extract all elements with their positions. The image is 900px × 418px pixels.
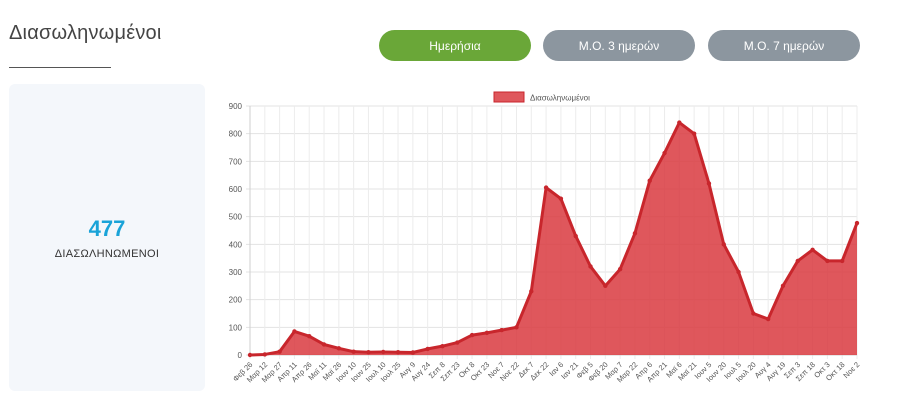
avg-7-days-button[interactable]: Μ.Ο. 7 ημερών (708, 30, 860, 61)
data-point (351, 349, 356, 354)
stat-card: 477 ΔΙΑΣΩΛΗΝΩΜΕΝΟΙ (9, 84, 205, 391)
title-underline (9, 67, 111, 68)
data-point (603, 283, 608, 289)
data-point (573, 233, 578, 239)
data-point (854, 220, 860, 226)
data-point (366, 350, 371, 355)
data-point (691, 131, 697, 136)
data-point (262, 352, 268, 357)
x-tick-label: Νοε 2 (841, 360, 861, 380)
data-point (839, 258, 845, 264)
data-point (514, 325, 519, 330)
data-point (292, 329, 297, 334)
data-point (336, 346, 342, 351)
data-point (677, 120, 682, 125)
series-line (249, 121, 859, 357)
y-tick-label: 0 (238, 351, 243, 360)
y-tick-label: 200 (229, 296, 243, 305)
data-point (588, 264, 593, 269)
daily-button[interactable]: Ημερήσια (379, 30, 531, 61)
data-point (277, 349, 282, 354)
data-point (751, 311, 756, 316)
data-point (395, 350, 401, 355)
data-point (440, 343, 445, 349)
data-point (484, 330, 490, 336)
y-tick-label: 600 (229, 185, 243, 194)
data-point (558, 196, 564, 201)
data-point (247, 352, 253, 358)
data-point (617, 267, 623, 272)
data-point (795, 258, 800, 264)
data-point (455, 340, 460, 345)
y-tick-label: 100 (229, 323, 243, 332)
y-tick-label: 400 (229, 240, 243, 249)
y-tick-label: 300 (229, 268, 243, 277)
data-point (529, 289, 534, 294)
data-point (647, 178, 652, 183)
data-point (469, 332, 475, 338)
data-point (780, 283, 786, 289)
page-title: Διασωληνωμένοι (9, 22, 162, 44)
data-point (721, 242, 726, 247)
y-tick-label: 500 (229, 213, 243, 222)
y-tick-label: 800 (229, 130, 243, 139)
data-point (765, 316, 771, 322)
data-point (425, 346, 430, 352)
data-point (706, 181, 712, 186)
series-area (250, 122, 857, 355)
data-point (662, 150, 667, 156)
data-point (307, 333, 312, 339)
data-point (543, 185, 549, 190)
data-point (321, 342, 327, 347)
data-point (632, 231, 638, 236)
avg-3-days-button[interactable]: Μ.Ο. 3 ημερών (543, 30, 695, 61)
data-point (381, 349, 386, 355)
y-tick-label: 900 (229, 102, 243, 111)
data-point (825, 258, 830, 264)
stat-value: 477 (88, 216, 126, 241)
data-point (410, 350, 416, 355)
data-point (736, 269, 741, 275)
legend-swatch (493, 91, 525, 103)
data-point (499, 327, 504, 333)
data-point (810, 247, 815, 253)
legend-label: Διασωληνωμένοι (530, 94, 590, 103)
y-tick-label: 700 (229, 157, 243, 166)
stat-label: ΔΙΑΣΩΛΗΝΩΜΕΝΟΙ (54, 248, 160, 260)
